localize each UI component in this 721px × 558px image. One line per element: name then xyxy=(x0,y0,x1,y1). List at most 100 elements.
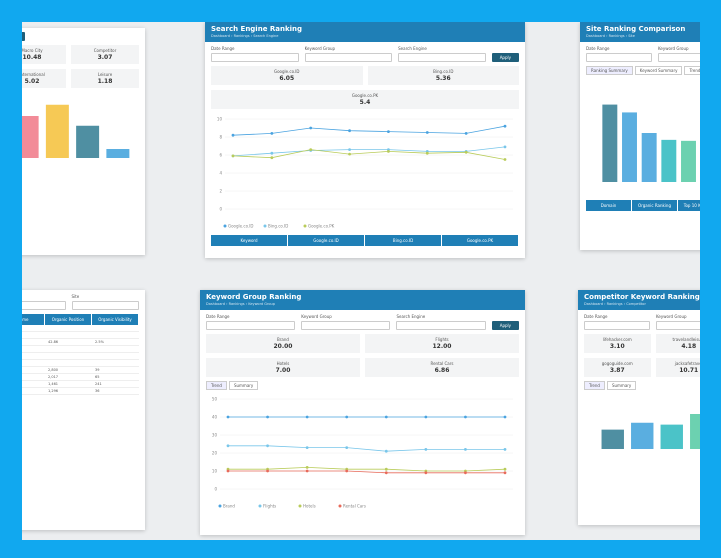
apply-button[interactable]: Apply xyxy=(491,321,519,330)
header-cell: Organic Ranking xyxy=(632,200,678,211)
filter: Date Range xyxy=(211,46,299,62)
filter-input[interactable] xyxy=(71,301,139,310)
filter: Search Engine xyxy=(398,46,486,62)
filter-label: Date Range xyxy=(586,46,610,51)
bar xyxy=(622,112,637,182)
table-row: 2,900 xyxy=(22,332,139,339)
filter-input[interactable] xyxy=(586,53,652,62)
panel-header: Site Ranking Comparison Dashboard › Ranki… xyxy=(580,22,700,42)
series-line xyxy=(228,445,505,452)
panel-title: Keyword Group Ranking xyxy=(206,293,302,301)
stat-card: Brand 20.00 xyxy=(206,334,360,353)
stat-label: gogoguide.com xyxy=(601,361,633,366)
filter-input[interactable] xyxy=(301,321,391,330)
y-tick-label: 0 xyxy=(214,487,217,492)
apply-button[interactable]: Apply xyxy=(22,32,26,41)
apply-button[interactable]: Apply xyxy=(491,53,519,62)
bar xyxy=(690,414,700,449)
table-row: 7202,800 39 xyxy=(22,367,139,374)
legend-swatch xyxy=(303,224,307,228)
stat-card: Leisure 1.18 xyxy=(71,69,139,88)
header-cell: Volume xyxy=(22,314,45,325)
point xyxy=(266,469,269,473)
filter: Keyword Group xyxy=(301,314,391,330)
cell: 1,296 xyxy=(48,389,59,393)
filter-input[interactable] xyxy=(656,321,700,330)
stat-label: lifehacker.com xyxy=(602,337,632,342)
filter-input[interactable] xyxy=(206,321,296,330)
chart xyxy=(602,104,696,182)
panel-title: Site Ranking Comparison xyxy=(586,25,686,33)
tab[interactable]: Trend xyxy=(684,66,700,75)
cell: 720 xyxy=(22,367,45,373)
panel-header: Keyword Group Ranking Dashboard › Ranking… xyxy=(200,290,525,310)
cell: 880 xyxy=(22,360,45,366)
stat-label: Hotels xyxy=(276,361,290,366)
tab[interactable]: Keyword Summary xyxy=(634,66,683,75)
cell: 36 xyxy=(95,389,100,393)
point xyxy=(387,150,390,153)
chart xyxy=(601,414,700,449)
stat-value: 10.71 xyxy=(679,367,699,374)
y-tick-label: 0 xyxy=(219,207,222,212)
header-cell: Google.co.PK xyxy=(442,235,519,246)
panel: Search Engine Ranking Dashboard › Ranking… xyxy=(205,22,525,258)
filter-row: Date Range Keyword Group xyxy=(584,314,700,330)
header-cell: Google.co.ID xyxy=(288,235,365,246)
filter-label: Site xyxy=(71,294,80,299)
point xyxy=(464,471,467,475)
point xyxy=(345,469,349,473)
cell: 42.86 xyxy=(48,340,59,344)
tab[interactable]: Summary xyxy=(228,381,259,390)
point xyxy=(270,156,274,160)
y-tick-label: 20 xyxy=(212,451,218,456)
filter-input[interactable] xyxy=(304,53,393,62)
filter-row: Date Range Site xyxy=(22,294,139,310)
filter-input[interactable] xyxy=(658,53,700,62)
y-tick-label: 4 xyxy=(219,171,222,176)
filter-input[interactable] xyxy=(584,321,650,330)
tab[interactable]: Trend xyxy=(206,381,227,390)
point xyxy=(305,469,309,473)
point xyxy=(231,133,235,137)
header-cell: Organic Visibility xyxy=(92,314,139,325)
chart xyxy=(22,104,130,158)
tab[interactable]: Trend xyxy=(584,381,605,390)
point xyxy=(384,467,388,471)
filter-input[interactable] xyxy=(211,53,299,62)
stat-value: 4.18 xyxy=(681,343,697,350)
filter-input[interactable] xyxy=(22,301,66,310)
header-cell: Organic Position xyxy=(45,314,92,325)
stat-card: jacksafetravel 10.71 xyxy=(655,358,700,377)
stat-value: 5.36 xyxy=(435,75,451,82)
point xyxy=(424,448,428,451)
breadcrumb: Dashboard › Rankings › Keyword Group xyxy=(206,302,275,306)
filter-label: Date Range xyxy=(22,294,66,299)
y-tick-label: 8 xyxy=(219,135,222,140)
series-line xyxy=(232,125,506,136)
chart: 0 2 4 6 8 10 Google.co.ID Bing.co.ID Google.co.P… xyxy=(217,117,513,229)
cell xyxy=(33,325,68,331)
tab[interactable]: Summary xyxy=(606,381,637,390)
filter-label: Keyword Group xyxy=(656,314,687,319)
filter-row: Date Range Keyword Group Search Engine Appl… xyxy=(211,46,519,62)
legend-label: Rental Cars xyxy=(343,504,366,509)
stat-card: gogoguide.com 3.87 xyxy=(584,358,651,377)
point xyxy=(309,148,313,151)
point xyxy=(425,151,429,155)
filter: Keyword Group xyxy=(656,314,700,330)
stat-label: Brand xyxy=(277,337,289,342)
table-row: 1,600 xyxy=(22,346,139,353)
filter-label: Keyword Group xyxy=(658,46,689,51)
filter-input[interactable] xyxy=(398,53,486,62)
filter-label: Date Range xyxy=(206,314,230,319)
point xyxy=(424,471,428,475)
filter: Keyword Group xyxy=(658,46,700,62)
tab[interactable]: Ranking Summary xyxy=(586,66,633,75)
cell: 2.5% xyxy=(95,340,104,344)
stat-label: Google.co.ID xyxy=(274,69,300,74)
header-cell: Top 10 Keywords xyxy=(678,200,700,211)
table-row: 1,90042.86 2.5% xyxy=(22,339,139,346)
filter-input[interactable] xyxy=(396,321,486,330)
